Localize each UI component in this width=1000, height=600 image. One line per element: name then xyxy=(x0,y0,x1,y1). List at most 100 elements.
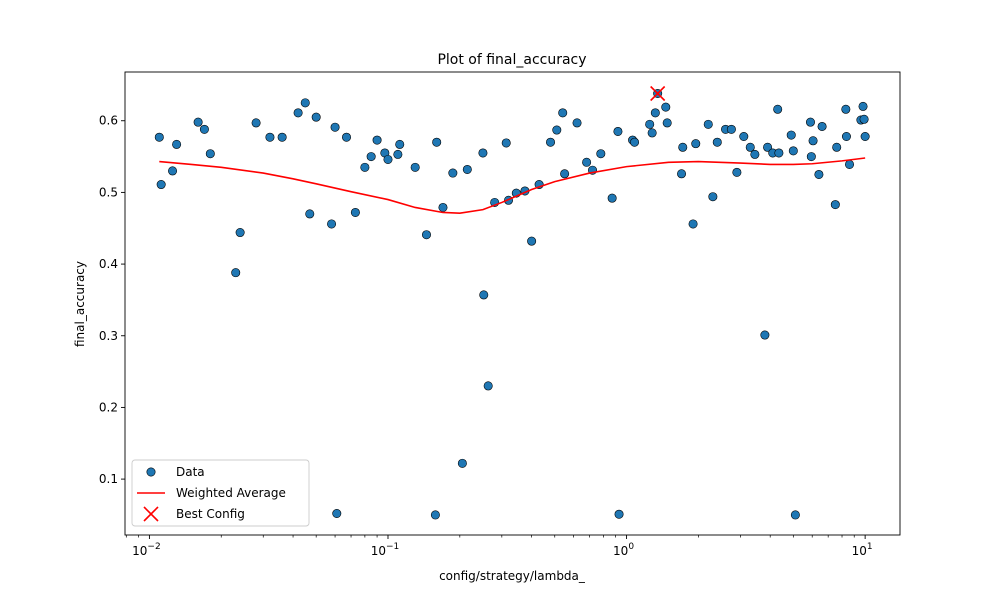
data-point xyxy=(732,167,742,177)
data-point xyxy=(763,142,773,152)
data-point xyxy=(572,118,582,128)
data-point xyxy=(251,118,261,128)
data-point xyxy=(546,137,556,147)
data-point xyxy=(448,168,458,178)
data-point xyxy=(393,149,403,159)
legend-box xyxy=(131,459,310,527)
x-tick-label: 10−1 xyxy=(371,542,400,558)
legend: Data Weighted Average Best Config xyxy=(131,459,310,527)
best-config-stroke xyxy=(650,85,666,102)
data-point xyxy=(745,142,755,152)
x-tick-label: 101 xyxy=(852,542,873,558)
data-point xyxy=(677,169,687,179)
data-point xyxy=(430,510,440,520)
data-point xyxy=(841,104,851,114)
data-point xyxy=(614,509,624,519)
data-point xyxy=(383,154,393,164)
data-point xyxy=(360,162,370,172)
data-point xyxy=(806,152,816,162)
data-point xyxy=(156,180,166,190)
legend-label: Data xyxy=(176,465,205,479)
data-point xyxy=(193,117,203,127)
weighted-average-line xyxy=(159,157,866,214)
data-point xyxy=(858,101,868,111)
y-tick-label: 0.1 xyxy=(99,472,118,486)
data-point xyxy=(708,192,718,202)
data-point xyxy=(305,209,315,219)
data-point xyxy=(814,169,824,179)
data-point xyxy=(841,132,851,142)
data-point xyxy=(199,124,209,134)
data-point xyxy=(552,125,562,135)
data-point xyxy=(560,169,570,179)
data-point xyxy=(860,132,870,142)
data-point xyxy=(330,122,340,132)
data-point xyxy=(277,132,287,142)
data-point xyxy=(372,135,382,145)
data-point xyxy=(678,142,688,152)
y-tick-label: 0.5 xyxy=(99,185,118,199)
data-point xyxy=(350,207,360,217)
data-point xyxy=(231,268,241,278)
data-point xyxy=(774,148,784,158)
data-point xyxy=(630,137,640,147)
data-point xyxy=(645,119,655,129)
legend-x-stroke xyxy=(143,506,159,522)
data-point xyxy=(293,108,303,118)
data-point xyxy=(483,381,493,391)
data-point xyxy=(760,330,770,340)
plot-area xyxy=(154,85,870,520)
data-point xyxy=(832,142,842,152)
data-point xyxy=(235,228,245,238)
legend-label: Weighted Average xyxy=(176,486,286,500)
series-line xyxy=(159,157,866,214)
data-point xyxy=(332,508,342,518)
data-point xyxy=(421,230,431,240)
data-point xyxy=(311,112,321,122)
data-point xyxy=(726,124,736,134)
data-point xyxy=(327,219,337,229)
data-point xyxy=(859,114,869,124)
data-point xyxy=(712,137,722,147)
data-point xyxy=(808,136,818,146)
data-point xyxy=(739,132,749,142)
data-point xyxy=(830,200,840,210)
legend-marker-x xyxy=(143,506,159,522)
chart-title: Plot of final_accuracy xyxy=(437,52,586,68)
data-point xyxy=(300,98,310,108)
y-tick-label: 0.6 xyxy=(99,114,118,128)
data-point xyxy=(650,108,660,118)
legend-marker-data xyxy=(146,467,156,477)
x-tick-label: 10−2 xyxy=(132,542,161,558)
data-point xyxy=(265,132,275,142)
data-point xyxy=(341,132,351,142)
data-point xyxy=(703,119,713,129)
data-point xyxy=(647,128,657,138)
data-point xyxy=(773,104,783,114)
data-point xyxy=(462,164,472,174)
data-point xyxy=(501,138,511,148)
y-tick-label: 0.4 xyxy=(99,257,118,271)
y-axis-label: final_accuracy xyxy=(73,261,87,347)
legend-label: Best Config xyxy=(176,507,245,521)
x-axis-label: config/strategy/lambda_ xyxy=(439,569,586,583)
data-point xyxy=(478,148,488,158)
data-point xyxy=(432,137,442,147)
data-point xyxy=(172,139,182,149)
data-point xyxy=(596,149,606,159)
data-point xyxy=(661,102,671,112)
data-point xyxy=(366,152,376,162)
data-point xyxy=(168,166,178,176)
data-point xyxy=(788,146,798,156)
data-point xyxy=(205,149,215,159)
data-point xyxy=(479,290,489,300)
data-point xyxy=(154,132,164,142)
y-tick-label: 0.3 xyxy=(99,329,118,343)
best-config-marker xyxy=(650,85,666,102)
data-point xyxy=(750,149,760,159)
data-point xyxy=(395,139,405,149)
x-tick-label: 100 xyxy=(613,542,634,558)
data-point xyxy=(558,108,568,118)
y-tick-label: 0.2 xyxy=(99,400,118,414)
